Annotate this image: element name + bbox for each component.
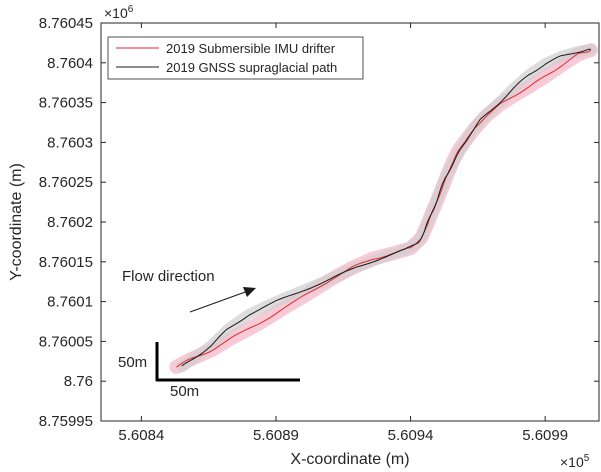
y-tick-label: 8.76045 (39, 15, 93, 32)
y-tick-label: 8.76 (64, 373, 93, 390)
y-tick-label: 8.76015 (39, 254, 93, 271)
y-axis-exponent: ×106 (104, 4, 134, 21)
x-axis-exponent: ×105 (560, 453, 590, 470)
y-tick-label: 8.7603 (47, 134, 93, 151)
y-tick-label: 8.7601 (47, 294, 93, 311)
scale-bar-horizontal-label: 50m (170, 383, 199, 400)
y-tick-label: 8.76005 (39, 333, 93, 350)
y-tick-label: 8.76025 (39, 174, 93, 191)
y-tick-label: 8.75995 (39, 413, 93, 430)
flow-direction-label: Flow direction (122, 268, 215, 285)
uncertainty-bands (169, 43, 598, 374)
y-tick-label: 8.7602 (47, 214, 93, 231)
y-axis-label: Y-coordinate (m) (8, 163, 25, 281)
y-axis-ticks: 8.75995 8.76 8.76005 8.7601 8.76015 8.7602 8.7… (39, 15, 599, 430)
series-lines (176, 48, 592, 368)
legend: 2019 Submersible IMU drifter 2019 GNSS s… (107, 36, 364, 80)
x-tick-label: 5.6094 (388, 427, 434, 444)
legend-label-gnss: 2019 GNSS supraglacial path (166, 60, 337, 75)
x-tick-label: 5.6099 (522, 427, 568, 444)
y-tick-label: 8.76035 (39, 95, 93, 112)
y-tick-label: 8.7604 (47, 55, 93, 72)
legend-box (107, 36, 364, 80)
x-tick-label: 5.6089 (253, 427, 299, 444)
flow-direction-arrow (189, 287, 256, 313)
scale-bar-vertical-label: 50m (118, 354, 147, 371)
x-axis-label: X-coordinate (m) (290, 451, 409, 468)
x-tick-label: 5.6084 (118, 427, 164, 444)
gnss-path-line (181, 48, 591, 367)
legend-label-imu: 2019 Submersible IMU drifter (166, 41, 336, 56)
x-axis-ticks: 5.6084 5.6089 5.6094 5.6099 (118, 23, 568, 444)
